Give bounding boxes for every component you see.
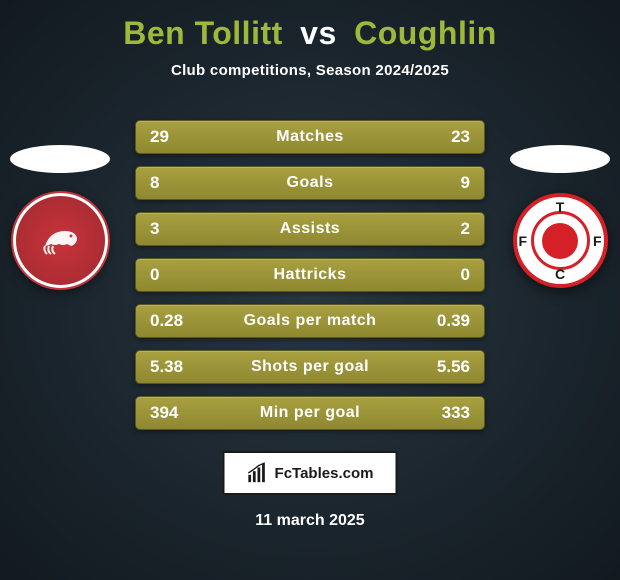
brand-text: FcTables.com	[275, 465, 374, 482]
comparison-title: Ben Tollitt vs Coughlin	[0, 0, 620, 52]
stat-left-value: 0.28	[150, 311, 200, 331]
stat-left-value: 5.38	[150, 357, 200, 377]
stat-row: 5.38Shots per goal5.56	[135, 350, 485, 384]
player1-name: Ben Tollitt	[123, 15, 283, 51]
left-club-block	[10, 145, 110, 285]
stat-label: Assists	[200, 220, 420, 238]
stat-left-value: 3	[150, 219, 200, 239]
stat-row: 3Assists2	[135, 212, 485, 246]
stat-label: Goals	[200, 174, 420, 192]
stat-row: 8Goals9	[135, 166, 485, 200]
crest-shadow-right	[510, 145, 610, 173]
stat-left-value: 0	[150, 265, 200, 285]
stat-right-value: 2	[420, 219, 470, 239]
stat-label: Min per goal	[200, 404, 420, 422]
ftfc-letter-f2: F	[593, 233, 602, 249]
date-text: 11 march 2025	[0, 512, 620, 530]
stat-right-value: 333	[420, 403, 470, 423]
stat-row: 29Matches23	[135, 120, 485, 154]
stats-table: 29Matches238Goals93Assists20Hattricks00.…	[135, 120, 485, 442]
stat-right-value: 9	[420, 173, 470, 193]
stat-row: 394Min per goal333	[135, 396, 485, 430]
ftfc-letter-f1: F	[519, 233, 528, 249]
stat-label: Hattricks	[200, 266, 420, 284]
subtitle: Club competitions, Season 2024/2025	[0, 62, 620, 79]
stat-row: 0.28Goals per match0.39	[135, 304, 485, 338]
vs-text: vs	[300, 15, 337, 51]
brand-logo: FcTables.com	[223, 451, 398, 495]
crest-shadow-left	[10, 145, 110, 173]
stat-right-value: 5.56	[420, 357, 470, 377]
stat-left-value: 29	[150, 127, 200, 147]
stat-left-value: 394	[150, 403, 200, 423]
stat-label: Matches	[200, 128, 420, 146]
player2-name: Coughlin	[354, 15, 497, 51]
right-club-block: T F F C	[510, 145, 610, 285]
fleetwood-inner-ball	[542, 223, 578, 259]
fleetwood-badge: T F F C	[513, 193, 608, 288]
chart-icon	[247, 462, 269, 484]
shrimp-icon	[35, 216, 85, 266]
stat-row: 0Hattricks0	[135, 258, 485, 292]
ftfc-letter-c: C	[555, 266, 565, 282]
stat-label: Shots per goal	[200, 358, 420, 376]
stat-left-value: 8	[150, 173, 200, 193]
ftfc-letter-t: T	[556, 199, 565, 215]
stat-right-value: 0.39	[420, 311, 470, 331]
stat-right-value: 23	[420, 127, 470, 147]
stat-right-value: 0	[420, 265, 470, 285]
stat-label: Goals per match	[200, 312, 420, 330]
morecambe-badge	[13, 193, 108, 288]
